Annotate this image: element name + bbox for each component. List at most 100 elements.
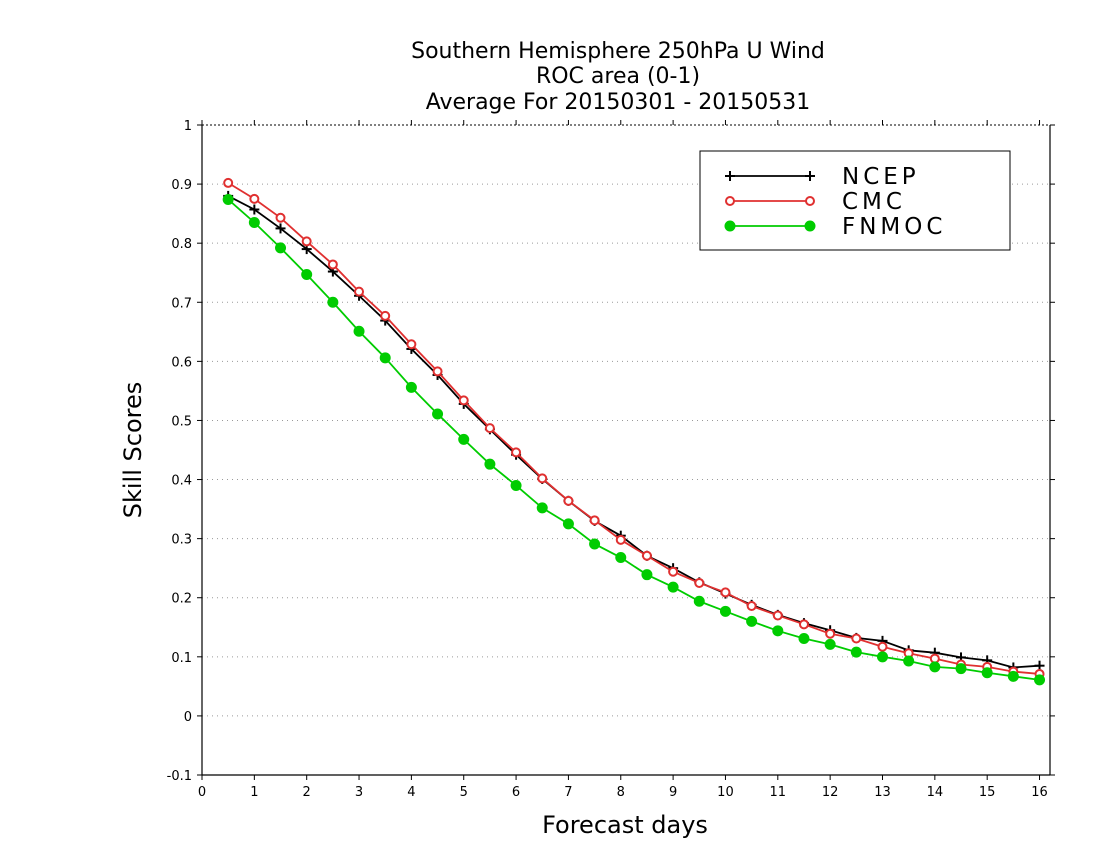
y-tick-label: 1 — [184, 119, 192, 134]
data-point-cmc — [798, 619, 809, 630]
y-tick-label: 0.6 — [171, 355, 192, 370]
data-point-fnmoc — [876, 651, 888, 663]
data-point-fnmoc — [536, 502, 548, 514]
legend-item-cmc: CMC — [725, 189, 902, 215]
data-point-cmc — [537, 473, 548, 484]
x-tick-label: 2 — [303, 785, 311, 800]
data-point-fnmoc — [1007, 670, 1019, 682]
data-point-fnmoc — [719, 605, 731, 617]
y-tick-label: 0.4 — [171, 474, 192, 489]
data-point-fnmoc — [981, 667, 993, 679]
data-point-cmc — [380, 310, 391, 321]
chart-title-line-2: ROC area (0-1) — [536, 64, 700, 89]
data-point-fnmoc — [903, 655, 915, 667]
legend-item-ncep: NCEP — [725, 164, 920, 190]
data-point-fnmoc — [589, 538, 601, 550]
legend-label-ncep: NCEP — [842, 164, 920, 190]
data-point-fnmoc — [562, 518, 574, 530]
data-point-fnmoc — [248, 217, 260, 228]
data-point-cmc — [641, 550, 652, 561]
legend-marker-fnmoc — [724, 220, 736, 232]
chart-title: Southern Hemisphere 250hPa U Wind ROC ar… — [411, 39, 825, 115]
data-point-fnmoc — [327, 296, 339, 308]
data-point-cmc — [877, 641, 888, 652]
data-point-fnmoc — [955, 663, 967, 675]
series-layer — [222, 177, 1046, 686]
data-point-cmc — [720, 587, 731, 598]
legend-marker-fnmoc — [804, 220, 816, 232]
data-point-fnmoc — [379, 352, 391, 364]
x-tick-label: 15 — [979, 785, 996, 800]
x-axis-label: Forecast days — [542, 811, 708, 839]
legend-marker-cmc — [725, 196, 735, 206]
data-point-cmc — [327, 259, 338, 270]
legend-item-fnmoc: FNMOC — [724, 214, 946, 240]
data-point-cmc — [694, 577, 705, 588]
data-point-fnmoc — [301, 269, 313, 280]
y-tick-label: 0.2 — [171, 592, 192, 607]
x-tick-label: 12 — [822, 785, 839, 800]
y-axis-label: Skill Scores — [119, 382, 147, 519]
data-point-ncep — [249, 204, 260, 215]
data-point-fnmoc — [667, 581, 679, 593]
data-point-fnmoc — [222, 193, 234, 205]
x-tick-label: 10 — [717, 785, 734, 800]
data-point-fnmoc — [798, 633, 810, 644]
data-point-fnmoc — [693, 595, 705, 607]
x-tick-label: 4 — [407, 785, 415, 800]
data-point-fnmoc — [510, 479, 522, 491]
data-point-ncep — [275, 223, 286, 234]
y-tick-label: 0.5 — [171, 414, 192, 429]
y-tick-label: 0.8 — [171, 237, 192, 252]
data-point-fnmoc — [353, 325, 365, 337]
data-point-cmc — [223, 177, 234, 188]
x-tick-label: 5 — [460, 785, 468, 800]
data-point-fnmoc — [746, 615, 758, 627]
x-tick-label: 3 — [355, 785, 363, 800]
y-tick-label: -0.1 — [167, 769, 192, 784]
data-point-cmc — [275, 212, 286, 223]
x-tick-label: 1 — [250, 785, 258, 800]
data-point-fnmoc — [641, 569, 653, 581]
data-point-fnmoc — [432, 408, 444, 420]
data-point-fnmoc — [484, 458, 496, 470]
y-tick-label: 0.7 — [171, 296, 192, 311]
data-point-fnmoc — [275, 242, 287, 254]
y-tick-label: 0.3 — [171, 533, 192, 548]
data-point-cmc — [458, 395, 469, 406]
chart-title-line-1: Southern Hemisphere 250hPa U Wind — [411, 39, 825, 64]
data-point-cmc — [511, 447, 522, 458]
chart-title-line-3: Average For 20150301 - 20150531 — [426, 90, 811, 115]
data-point-fnmoc — [1034, 674, 1046, 686]
data-point-fnmoc — [772, 625, 784, 637]
legend-marker-cmc — [805, 196, 815, 206]
x-tick-label: 14 — [927, 785, 944, 800]
data-point-cmc — [772, 610, 783, 621]
data-point-cmc — [354, 286, 365, 297]
series-line-ncep — [227, 195, 1040, 669]
x-tick-label: 11 — [770, 785, 787, 800]
x-tick-label: 13 — [874, 785, 891, 800]
data-point-cmc — [301, 236, 312, 247]
data-point-fnmoc — [405, 381, 417, 393]
data-point-cmc — [484, 423, 495, 434]
data-point-cmc — [406, 339, 417, 350]
data-point-fnmoc — [615, 552, 627, 564]
x-tick-label: 0 — [198, 785, 206, 800]
data-point-cmc — [851, 633, 862, 644]
x-tick-label: 8 — [617, 785, 625, 800]
data-point-cmc — [825, 628, 836, 639]
data-point-cmc — [432, 366, 443, 377]
data-point-fnmoc — [929, 661, 941, 673]
x-tick-label: 16 — [1031, 785, 1048, 800]
data-point-cmc — [746, 601, 757, 611]
legend-label-fnmoc: FNMOC — [842, 214, 946, 240]
legend-marker-ncep — [725, 171, 735, 181]
data-point-cmc — [615, 534, 626, 545]
data-point-cmc — [589, 515, 600, 526]
x-tick-label: 9 — [669, 785, 677, 800]
data-point-cmc — [668, 566, 679, 577]
legend-marker-ncep — [805, 171, 815, 181]
